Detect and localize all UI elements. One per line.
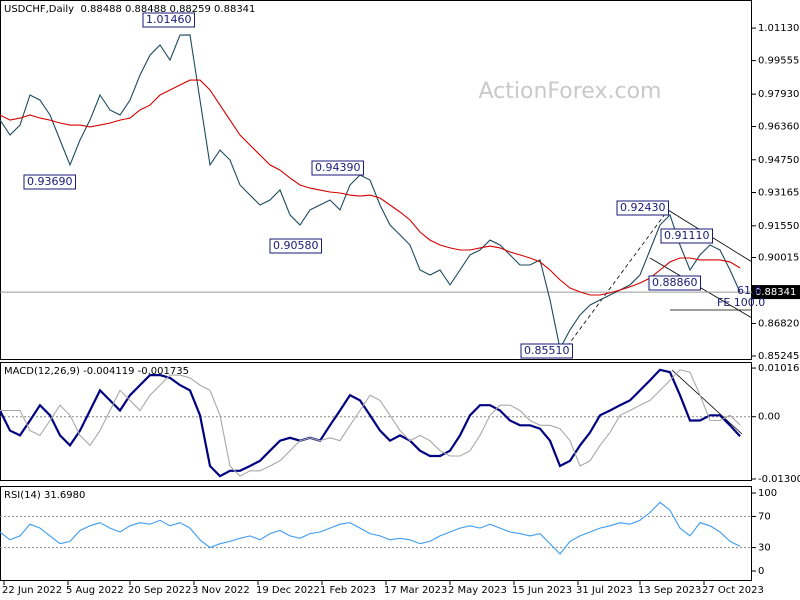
y-tick-label: 0.00 [758,412,780,423]
series-line [0,501,741,555]
panel-frame [0,362,752,481]
y-tick-label: 100 [758,488,777,499]
annotation-label: 0.94390 [315,161,361,174]
y-tick-label: 0 [758,566,764,577]
annotation: 0.85510 [520,343,573,359]
x-tick-label: 15 Jun 2023 [512,585,572,596]
y-tick-label: 0.97930 [758,89,799,100]
panel-title: MACD(12,26,9) -0.004119 -0.001735 [4,366,189,377]
x-tick-label: 27 Oct 2023 [702,585,764,596]
annotation-box [311,160,364,176]
y-tick-label: 0.99555 [758,56,799,67]
y-tick-label: 1.01130 [758,23,799,34]
annotation-box [520,343,573,359]
x-tick-label: 5 Aug 2022 [66,585,124,596]
annotation-box [648,275,701,291]
y-tick-label: 0.90015 [758,253,799,264]
annotation-box [142,12,195,28]
y-tick-label: 0.91550 [758,221,799,232]
current-price-box [752,285,800,300]
x-tick-label: 31 Jul 2023 [576,585,633,596]
y-tick-label: 70 [758,511,771,522]
panel-frame [0,0,752,360]
annotation: 0.91110 [660,228,713,244]
annotation: 0.92430 [616,200,669,216]
x-tick-label: 17 Mar 2023 [384,585,447,596]
annotation: 1.01460 [142,12,195,28]
panel-title: USDCHF,Daily 0.88488 0.88488 0.88259 0.8… [4,4,255,15]
series-line [0,369,741,477]
annotation-label: 0.93690 [27,175,73,188]
annotation-box [616,200,669,216]
y-tick-label: 0.94750 [758,155,799,166]
series-line [0,368,741,478]
annotation-label: FE 100.0 [717,296,765,309]
watermark: ActionForex.com [479,79,662,104]
y-tick-label: 0.86820 [758,318,799,329]
y-tick-label: -0.013006 [758,474,800,485]
x-tick-label: 3 Nov 2022 [192,585,250,596]
x-tick-label: 19 Dec 2022 [256,585,320,596]
x-tick-label: 1 Feb 2023 [320,585,376,596]
macd-trend-line [671,369,743,435]
y-tick-label: 0.85245 [758,351,799,362]
annotation: FE 100.0 [717,296,765,309]
trend-line [562,209,669,353]
annotation-box [269,238,322,254]
annotation-label: 0.92430 [620,201,666,214]
annotation: 0.88860 [648,275,701,291]
x-tick-label: 2 May 2023 [448,585,507,596]
y-tick-label: 30 [758,543,771,554]
annotation: 0.94390 [311,160,364,176]
annotation-box [660,228,713,244]
panel-title: RSI(14) 31.6980 [4,490,85,501]
x-tick-label: 13 Sep 2023 [638,585,701,596]
series-line [0,34,741,351]
y-tick-label: 0.010166 [758,363,800,374]
y-tick-label: 0.93165 [758,187,799,198]
series-line [0,79,741,296]
x-tick-label: 22 Jun 2022 [2,585,62,596]
annotation-box [23,174,76,190]
annotation: 61.8 [737,284,762,297]
annotation: 0.90580 [269,238,322,254]
annotation-label: 0.90580 [273,239,319,252]
panel-frame [0,486,752,581]
annotation-label: 0.88860 [652,276,698,289]
y-tick-label: 0.96360 [758,122,799,133]
annotation-label: 0.85510 [524,344,570,357]
x-tick-label: 20 Sep 2022 [128,585,191,596]
annotation-label: 1.01460 [146,13,192,26]
current-price-label: 0.88341 [755,287,796,298]
annotation-label: 61.8 [737,284,762,297]
annotation-label: 0.91110 [664,229,710,242]
annotation: 0.93690 [23,174,76,190]
